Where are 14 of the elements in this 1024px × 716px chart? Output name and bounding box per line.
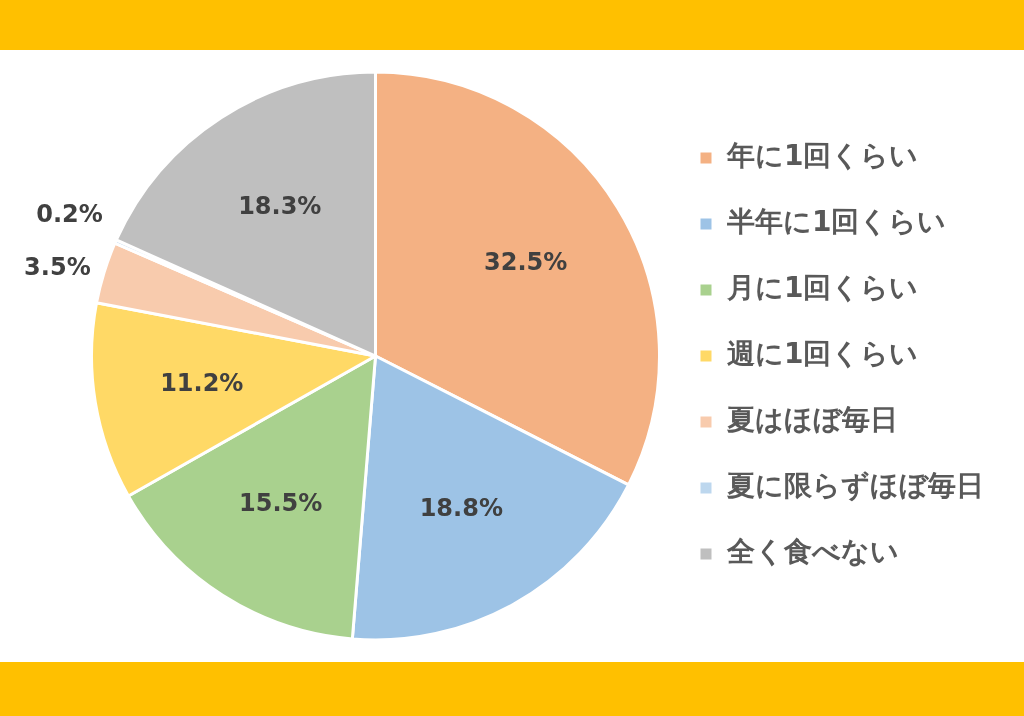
data-label: 11.2% [160,368,244,397]
data-label: 32.5% [484,248,568,277]
data-label: 15.5% [239,488,323,517]
data-label: 0.2% [36,200,103,229]
legend-label: 年に1回くらい [726,139,919,173]
legend-label: 週に1回くらい [727,337,919,371]
data-label: 18.8% [419,494,503,522]
data-label: 3.5% [24,252,91,281]
legend-label: 月に1回くらい [726,271,919,305]
legend-label: 夏に限らずほぼ毎日 [726,469,984,503]
legend-label: 夏はほぼ毎日 [726,403,898,437]
legend-label: 全く食べない [726,535,899,569]
legend-label: 半年に1回くらい [726,205,947,239]
data-label: 18.3% [238,192,322,221]
